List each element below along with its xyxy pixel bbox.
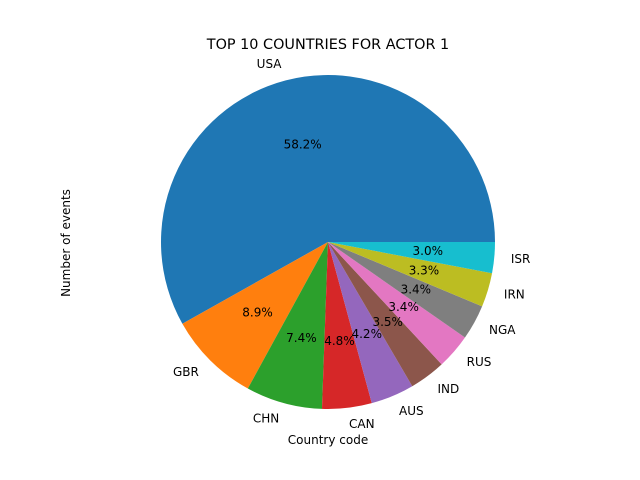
- pie-slice-gbr: [182, 242, 328, 389]
- slice-label-nga: NGA: [489, 323, 516, 337]
- slice-label-can: CAN: [349, 417, 375, 431]
- y-axis-label: Number of events: [59, 189, 73, 297]
- percent-label-irn: 3.3%: [409, 263, 440, 277]
- pie-slice-aus: [328, 242, 413, 404]
- pie-slice-chn: [247, 242, 328, 409]
- slice-label-gbr: GBR: [173, 365, 199, 379]
- percent-label-aus: 4.2%: [351, 327, 382, 341]
- percent-label-isr: 3.0%: [413, 244, 444, 258]
- pie-slice-usa: [161, 75, 496, 324]
- percent-label-chn: 7.4%: [286, 331, 317, 345]
- pie-labels: USA 58.2% GBR 8.9% CHN 7.4% CAN 4.8% AUS 4.2% IND 3…: [173, 57, 530, 431]
- pie-slice-ind: [328, 242, 442, 387]
- percent-label-can: 4.8%: [324, 334, 355, 348]
- percent-label-ind: 3.5%: [372, 315, 403, 329]
- chart-title: TOP 10 COUNTRIES FOR ACTOR 1: [206, 37, 449, 53]
- slice-label-isr: ISR: [511, 252, 531, 266]
- percent-label-rus: 3.4%: [388, 300, 419, 314]
- pie-slices: [161, 75, 496, 409]
- percent-label-gbr: 8.9%: [242, 306, 273, 320]
- slice-label-ind: IND: [438, 382, 460, 396]
- pie-slice-isr: [328, 242, 495, 274]
- slice-label-chn: CHN: [253, 412, 279, 426]
- pie-slice-nga: [328, 242, 483, 338]
- pie-slice-rus: [328, 242, 465, 365]
- slice-label-aus: AUS: [399, 404, 424, 418]
- x-axis-label: Country code: [288, 433, 368, 447]
- slice-label-rus: RUS: [467, 355, 492, 369]
- percent-label-nga: 3.4%: [401, 283, 432, 297]
- slice-label-usa: USA: [257, 57, 283, 71]
- pie-slice-can: [321, 242, 372, 409]
- pie-slice-irn: [328, 242, 493, 307]
- slice-label-irn: IRN: [504, 287, 525, 301]
- percent-label-usa: 58.2%: [284, 138, 322, 152]
